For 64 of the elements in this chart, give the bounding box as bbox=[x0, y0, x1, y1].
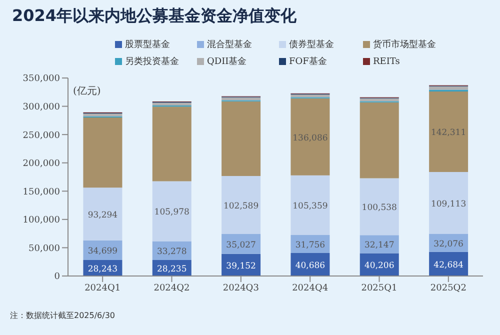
y-tick-label: 350,000 bbox=[22, 74, 60, 84]
bar bbox=[429, 91, 468, 172]
x-tick-label: 2024Q2 bbox=[154, 283, 190, 294]
data-label: 105,359 bbox=[292, 202, 328, 212]
legend-label: REITs bbox=[373, 56, 400, 66]
legend-label: FOF基金 bbox=[289, 56, 327, 68]
bar bbox=[290, 175, 330, 236]
bar bbox=[83, 117, 122, 188]
bar bbox=[152, 106, 192, 182]
bar bbox=[222, 176, 261, 234]
bar bbox=[290, 94, 330, 98]
data-label: 42,684 bbox=[434, 260, 464, 270]
x-tick-label: 2024Q3 bbox=[222, 283, 260, 294]
data-label: 35,027 bbox=[226, 240, 256, 250]
data-label: 34,699 bbox=[88, 246, 118, 257]
x-tick-label: 2025Q1 bbox=[361, 283, 398, 294]
legend-label: 股票型基金 bbox=[125, 38, 170, 51]
y-tick-label: 300,000 bbox=[22, 102, 60, 112]
bar bbox=[290, 98, 330, 176]
data-label: 100,538 bbox=[362, 203, 397, 214]
bar bbox=[152, 181, 192, 242]
data-label: 33,278 bbox=[157, 247, 187, 258]
x-tick-label: 2025Q2 bbox=[430, 283, 466, 294]
legend-label: QDII基金 bbox=[207, 56, 247, 68]
x-tick-label: 2024Q1 bbox=[84, 283, 121, 294]
bar bbox=[83, 188, 122, 240]
data-label: 28,235 bbox=[157, 264, 187, 275]
data-label: 31,756 bbox=[295, 240, 326, 250]
data-label: 105,978 bbox=[154, 208, 190, 218]
data-label: 93,294 bbox=[88, 210, 118, 221]
legend-label: 另类投资基金 bbox=[125, 56, 179, 68]
y-tick-label: 50,000 bbox=[28, 244, 60, 254]
data-label: 28,243 bbox=[88, 264, 118, 275]
data-label: 102,589 bbox=[223, 202, 259, 212]
legend-label: 混合型基金 bbox=[207, 38, 252, 51]
y-tick-label: 0 bbox=[54, 272, 60, 282]
bar bbox=[222, 101, 261, 176]
y-tick-label: 100,000 bbox=[22, 216, 60, 226]
y-tick-label: 150,000 bbox=[22, 187, 60, 198]
data-label: 109,113 bbox=[430, 199, 466, 210]
data-label: 40,206 bbox=[364, 261, 394, 272]
bar bbox=[360, 102, 399, 178]
legend-label: 债券型基金 bbox=[289, 38, 334, 51]
data-label: 39,152 bbox=[226, 261, 256, 272]
bar bbox=[83, 114, 122, 116]
bar bbox=[222, 234, 261, 254]
data-label: 136,086 bbox=[292, 133, 328, 144]
legend-label: 货币市场型基金 bbox=[373, 38, 436, 51]
y-axis-title: (亿元) bbox=[73, 85, 101, 98]
bar bbox=[429, 86, 468, 90]
text: 注：数据统计截至2025/6/30 bbox=[10, 310, 116, 321]
x-tick-label: 2024Q4 bbox=[292, 283, 328, 294]
y-tick-label: 250,000 bbox=[22, 130, 60, 141]
data-label: 142,311 bbox=[430, 128, 466, 138]
bar bbox=[360, 235, 399, 254]
bar bbox=[152, 102, 192, 106]
bar bbox=[429, 172, 468, 234]
data-label: 32,147 bbox=[364, 240, 394, 251]
chart-title: 2024年以来内地公募基金资金净值变化 bbox=[12, 6, 297, 27]
y-tick-label: 200,000 bbox=[22, 159, 60, 170]
bar bbox=[360, 178, 399, 236]
bar bbox=[360, 98, 399, 102]
data-label: 32,076 bbox=[434, 239, 464, 250]
data-label: 40,686 bbox=[295, 260, 326, 271]
